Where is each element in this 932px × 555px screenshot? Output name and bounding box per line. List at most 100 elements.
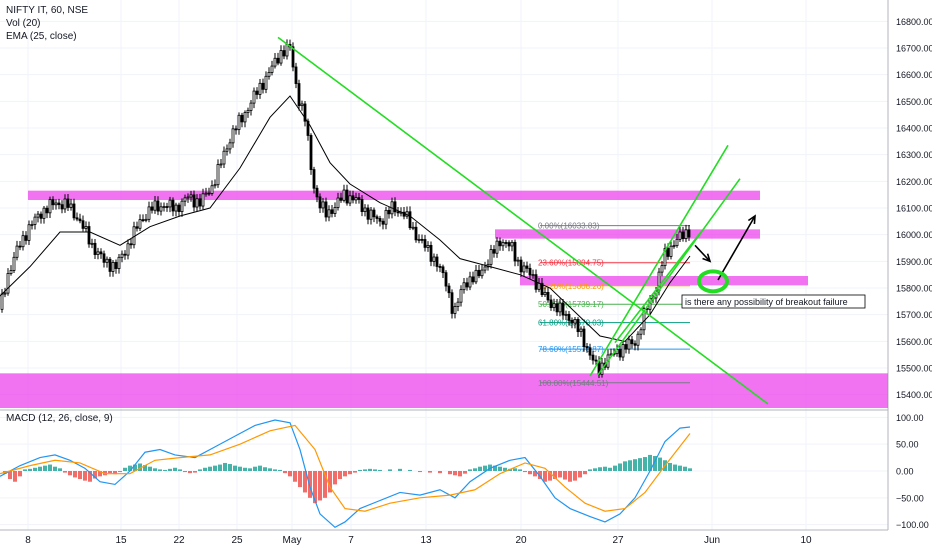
- candle-body: [150, 206, 154, 211]
- macd-histogram-bar: [353, 471, 357, 473]
- candle-body: [576, 319, 580, 333]
- macd-histogram-bar: [468, 469, 472, 471]
- annotation-box: [681, 294, 866, 309]
- candle-body: [120, 253, 124, 258]
- candle-body: [309, 135, 313, 170]
- candle-body: [381, 220, 385, 225]
- macd-histogram-bar: [258, 465, 262, 471]
- macd-histogram-bar: [548, 471, 552, 481]
- ema-line: [0, 95, 691, 342]
- candle-body: [192, 194, 196, 208]
- candle-body: [678, 231, 682, 240]
- candle-body: [528, 267, 532, 276]
- candle-body: [456, 301, 460, 307]
- candle-body: [54, 202, 58, 206]
- candle-body: [633, 343, 637, 346]
- candle-body: [261, 82, 265, 90]
- candle-body: [300, 103, 304, 107]
- candle-body: [213, 184, 217, 187]
- candle-body: [498, 240, 502, 247]
- candle-body: [570, 319, 574, 324]
- candle-body: [453, 306, 457, 314]
- candle-body: [465, 282, 469, 288]
- candle-body: [201, 193, 205, 207]
- candle-body: [159, 206, 163, 212]
- macd-line: [0, 419, 691, 529]
- macd-histogram-bar: [428, 471, 432, 473]
- resistance-zone: [0, 373, 888, 408]
- candle-body: [348, 195, 352, 204]
- fib-level-label: 23.60%(15894.75): [538, 259, 604, 268]
- macd-histogram-bar: [53, 466, 57, 471]
- candle-body: [468, 276, 472, 288]
- candle-body: [3, 292, 7, 295]
- candle-body: [354, 197, 358, 201]
- y-tick-label: 16800.00: [896, 17, 932, 27]
- macd-histogram-bar: [603, 466, 607, 471]
- candle-body: [594, 359, 598, 362]
- candle-body: [129, 243, 133, 246]
- candle-body: [567, 313, 571, 321]
- macd-histogram-bar: [68, 471, 72, 476]
- macd-histogram-bar: [128, 465, 132, 471]
- candle-body: [375, 216, 379, 219]
- candle-body: [393, 201, 397, 213]
- macd-histogram-bar: [188, 471, 192, 474]
- macd-histogram-bar: [563, 471, 567, 480]
- macd-histogram-bar: [113, 471, 117, 475]
- macd-histogram-bar: [568, 471, 572, 482]
- ema-indicator-label: EMA (25, close): [6, 31, 77, 42]
- candle-body: [162, 206, 166, 208]
- macd-histogram-bar: [278, 469, 282, 471]
- candle-body: [531, 274, 535, 277]
- candle-body: [153, 200, 157, 211]
- y-tick-label: 15500.00: [896, 364, 932, 374]
- candle-body: [39, 213, 43, 219]
- macd-histogram-bar: [463, 471, 467, 474]
- candle-body: [168, 199, 172, 208]
- candle-body: [210, 185, 214, 194]
- macd-histogram-bar: [458, 471, 462, 477]
- candle-body: [315, 187, 319, 198]
- fib-level-label: 0.00%(16033.83): [538, 222, 600, 231]
- candle-body: [618, 349, 622, 358]
- macd-histogram-bar: [688, 468, 692, 471]
- candle-body: [537, 282, 541, 290]
- candle-body: [225, 148, 229, 152]
- candle-body: [627, 339, 631, 350]
- macd-histogram-bar: [283, 471, 287, 474]
- macd-histogram-bar: [63, 471, 67, 473]
- candle-body: [219, 163, 223, 166]
- candle-body: [177, 204, 181, 213]
- macd-histogram-bar: [148, 466, 152, 471]
- candle-body: [540, 282, 544, 296]
- candle-body: [504, 242, 508, 244]
- macd-histogram-bar: [268, 468, 272, 471]
- candle-body: [207, 192, 211, 195]
- macd-histogram-bar: [143, 465, 147, 471]
- candle-body: [228, 142, 232, 150]
- macd-histogram-bar: [633, 459, 637, 471]
- macd-histogram-bar: [138, 463, 142, 471]
- x-tick-label: 25: [231, 535, 243, 546]
- candle-body: [255, 90, 259, 95]
- macd-histogram-bar: [313, 471, 317, 504]
- chart-legend: NIFTY IT, 60, NSE Vol (20) EMA (25, clos…: [6, 4, 88, 43]
- macd-histogram-bar: [593, 468, 597, 471]
- candle-body: [336, 197, 340, 208]
- x-tick-label: Jun: [704, 535, 720, 546]
- macd-histogram-bar: [333, 471, 337, 485]
- candle-body: [246, 109, 250, 114]
- macd-histogram-bar: [523, 471, 527, 473]
- macd-histogram-bar: [518, 469, 522, 471]
- y-tick-label: 16400.00: [896, 124, 932, 134]
- candle-body: [252, 90, 256, 104]
- macd-histogram-bar: [183, 471, 187, 473]
- macd-y-tick-label: 50.00: [896, 440, 919, 450]
- macd-histogram-bar: [108, 471, 112, 474]
- macd-histogram-bar: [368, 468, 372, 471]
- candle-body: [585, 346, 589, 349]
- candle-body: [675, 238, 679, 247]
- candle-body: [366, 207, 370, 220]
